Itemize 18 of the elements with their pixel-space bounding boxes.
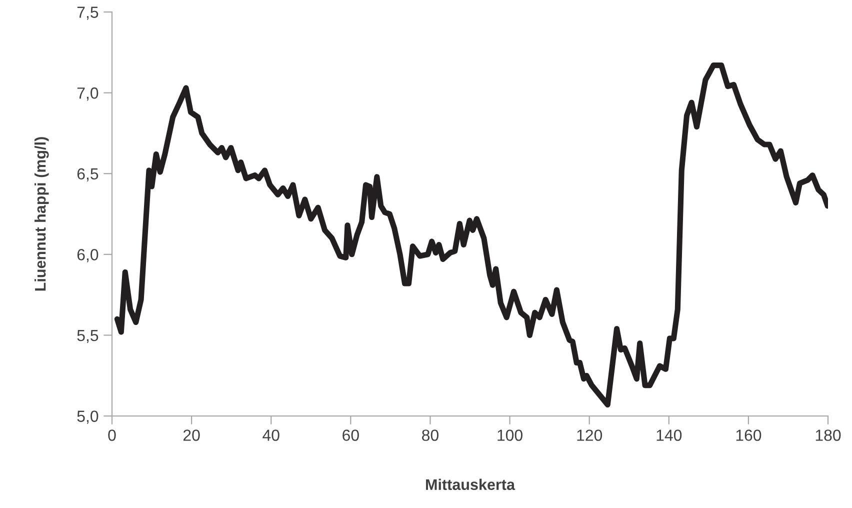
- y-tick-label: 5,0: [77, 410, 98, 424]
- x-axis-title: Mittauskerta: [426, 478, 516, 490]
- x-tick-label: 180: [816, 430, 841, 441]
- x-tick-label: 80: [422, 430, 438, 441]
- y-tick-label: 6,0: [77, 249, 98, 262]
- y-tick-label: 5,5: [77, 330, 98, 344]
- x-tick-label: 20: [183, 430, 200, 441]
- x-tick-label: 0: [108, 430, 116, 441]
- x-tick-label: 120: [577, 430, 602, 441]
- x-tick-label: 140: [656, 430, 682, 441]
- x-tick-label: 100: [498, 430, 522, 441]
- x-tick-label: 60: [342, 430, 359, 441]
- x-tick-label: 40: [262, 430, 280, 441]
- y-tick-label: 7,0: [77, 87, 98, 101]
- y-axis-title: Liuennut happi (mg/l): [34, 137, 49, 291]
- y-tick-label: 7,5: [77, 6, 98, 20]
- y-tick-label: 6,5: [77, 168, 98, 182]
- x-tick-label: 160: [736, 430, 762, 441]
